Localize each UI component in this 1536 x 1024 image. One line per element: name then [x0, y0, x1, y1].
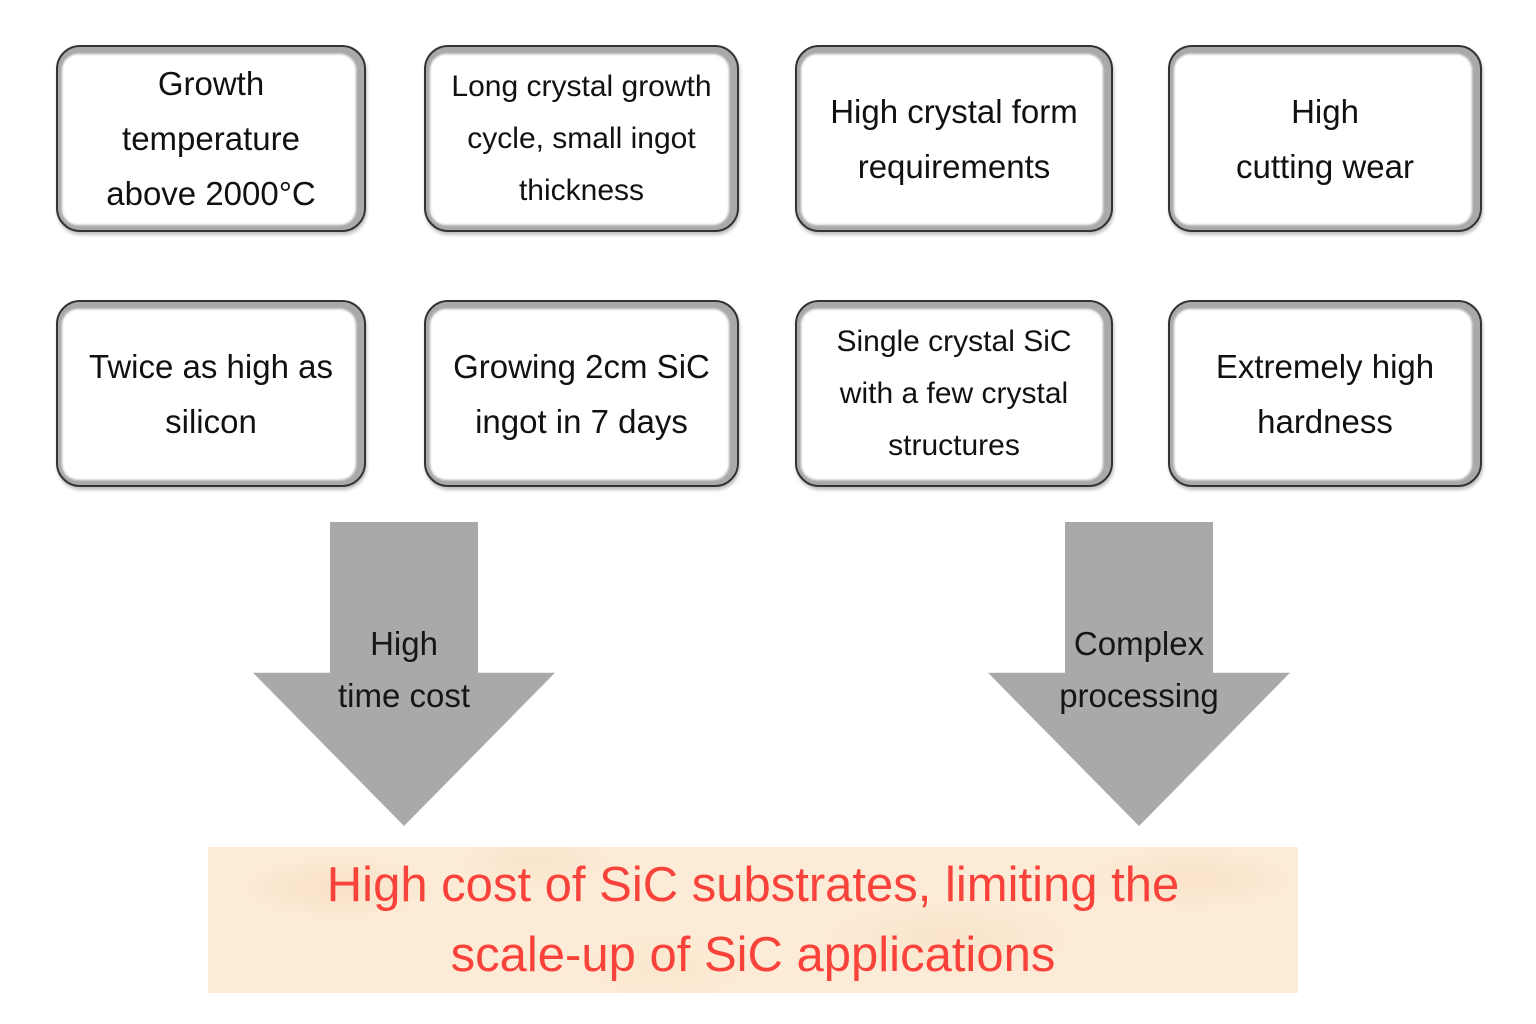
box-ingot-seven-days: Growing 2cm SiC ingot in 7 days	[424, 300, 739, 487]
arrow-complex-processing-label: Complex processing	[1059, 625, 1219, 714]
conclusion-banner-text: High cost of SiC substrates, limiting th…	[326, 858, 1180, 982]
box-extreme-hardness-label: Extremely high hardness	[1215, 347, 1435, 440]
box-ingot-seven-days-label: Growing 2cm SiC ingot in 7 days	[453, 347, 710, 440]
box-cutting-wear-label: High cutting wear	[1236, 92, 1414, 185]
box-crystal-structures-label: Single crystal SiC with a few crystal st…	[836, 324, 1072, 462]
box-twice-silicon-label: Twice as high as silicon	[89, 347, 333, 440]
box-crystal-form: High crystal form requirements	[795, 45, 1113, 232]
box-growth-cycle: Long crystal growth cycle, small ingot t…	[424, 45, 739, 232]
conclusion-banner: High cost of SiC substrates, limiting th…	[208, 847, 1298, 993]
box-crystal-form-label: High crystal form requirements	[830, 92, 1078, 185]
box-crystal-structures: Single crystal SiC with a few crystal st…	[795, 300, 1113, 487]
arrow-high-time-cost: High time cost	[253, 522, 555, 826]
arrow-complex-processing: Complex processing	[988, 522, 1290, 826]
box-cutting-wear: High cutting wear	[1168, 45, 1482, 232]
box-growth-temperature: Growth temperature above 2000°C	[56, 45, 366, 232]
box-extreme-hardness: Extremely high hardness	[1168, 300, 1482, 487]
box-twice-silicon: Twice as high as silicon	[56, 300, 366, 487]
box-growth-temperature-label: Growth temperature above 2000°C	[106, 65, 316, 212]
arrow-high-time-cost-label: High time cost	[337, 625, 471, 714]
box-growth-cycle-label: Long crystal growth cycle, small ingot t…	[451, 69, 712, 207]
